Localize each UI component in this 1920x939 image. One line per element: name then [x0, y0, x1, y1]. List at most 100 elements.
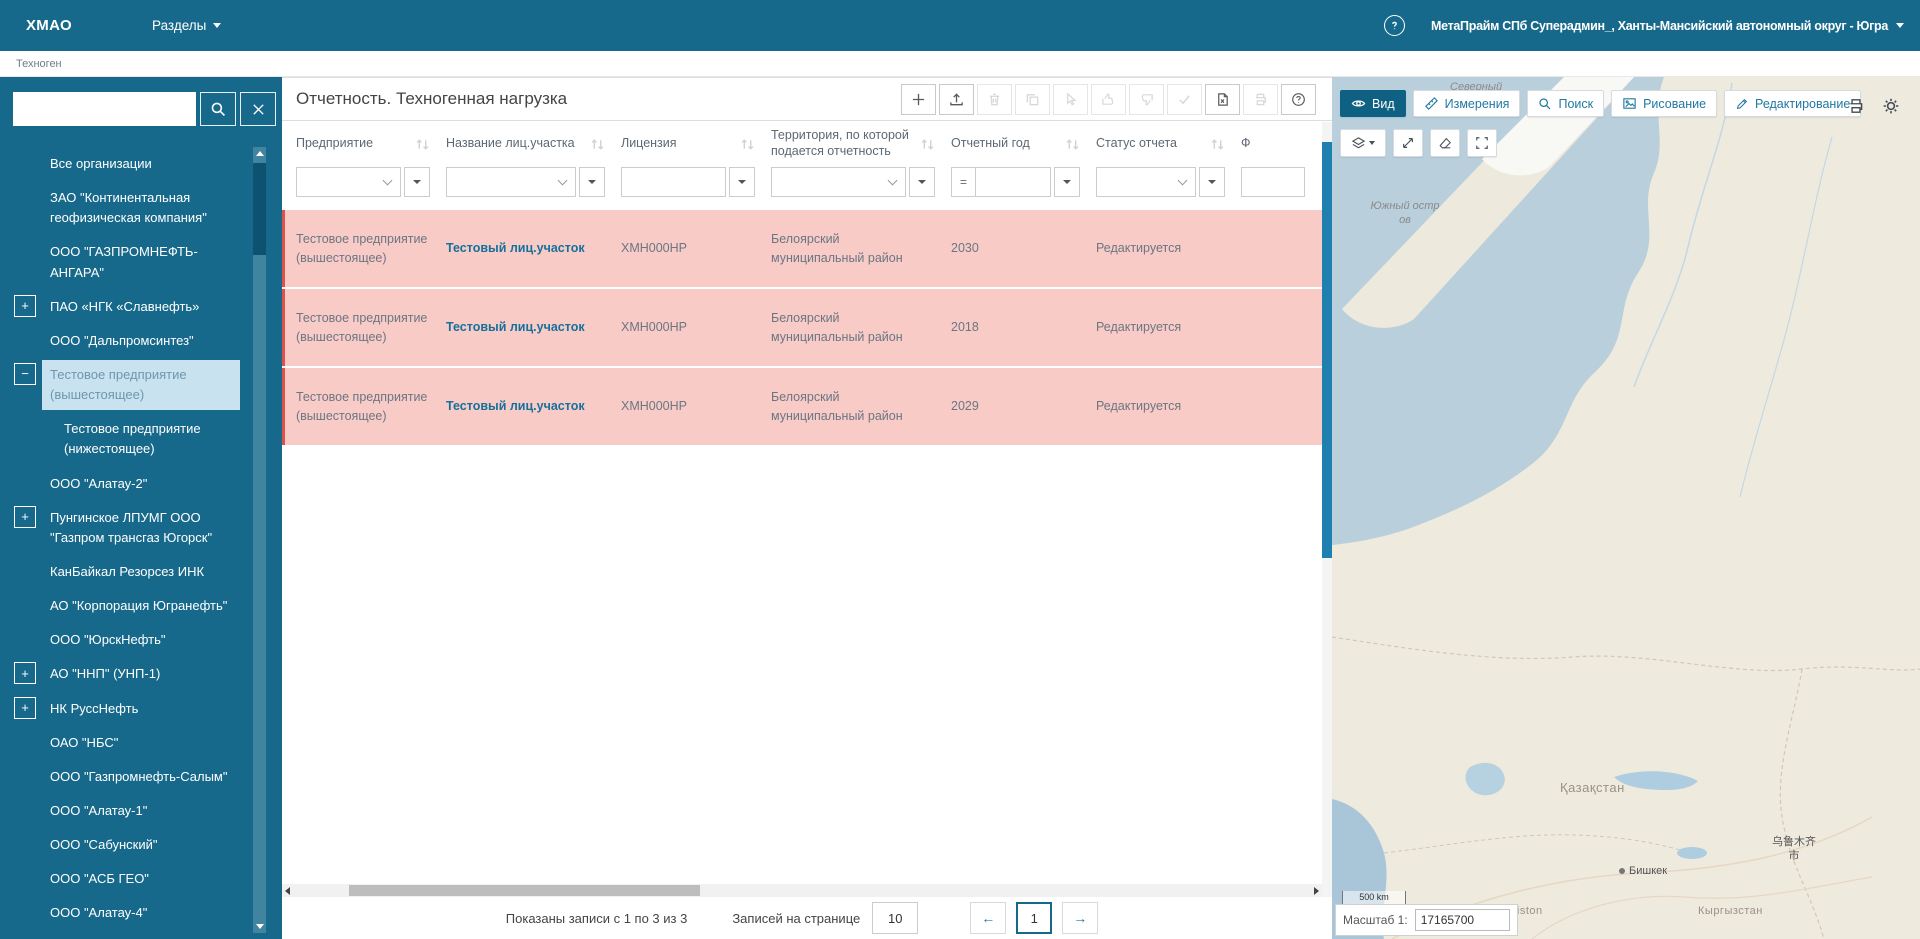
- search-button[interactable]: [200, 92, 236, 126]
- org-tree-item[interactable]: ЗАО "Континентальная геофизическая компа…: [0, 181, 250, 235]
- expand-toggle-icon[interactable]: [14, 329, 36, 351]
- upload-button[interactable]: [939, 83, 974, 115]
- map-settings-gear-icon[interactable]: [1882, 97, 1900, 115]
- cell-site-link[interactable]: Тестовый лиц.участок: [446, 320, 585, 335]
- sort-icon[interactable]: [740, 137, 755, 152]
- expand-toggle-icon[interactable]: +: [14, 662, 36, 685]
- clear-search-button[interactable]: [240, 92, 276, 126]
- expand-toggle-icon[interactable]: +: [14, 294, 36, 317]
- expand-toggle-icon[interactable]: [14, 628, 36, 650]
- org-tree-item[interactable]: ОАО "НБС": [0, 726, 250, 760]
- table-row[interactable]: Тестовое предприятие (вышестоящее) Тесто…: [282, 289, 1332, 368]
- org-search-input[interactable]: [13, 92, 196, 126]
- org-tree-item[interactable]: − Тестовое предприятие (вышестоящее): [0, 358, 250, 412]
- expand-toggle-icon[interactable]: [14, 799, 36, 821]
- expand-toggle-icon[interactable]: −: [14, 362, 36, 385]
- filter-options-button[interactable]: [729, 167, 755, 197]
- expand-toggle-icon[interactable]: [14, 901, 36, 923]
- org-tree-item[interactable]: + ПАО «НГК «Славнефть»: [0, 290, 250, 324]
- expand-toggle-icon[interactable]: [14, 186, 36, 208]
- org-tree-item[interactable]: Тестовое предприятие (нижестоящее): [0, 412, 250, 466]
- delete-button[interactable]: [977, 83, 1012, 115]
- site-filter-select[interactable]: [446, 167, 576, 197]
- org-tree-item[interactable]: АО "Корпорация Югранефть": [0, 589, 250, 623]
- scrollbar-thumb[interactable]: [1322, 142, 1332, 558]
- expand-toggle-icon[interactable]: [14, 594, 36, 616]
- org-tree-item[interactable]: ООО "АСБ ГЕО": [0, 862, 250, 896]
- filter-options-button[interactable]: [1054, 167, 1080, 197]
- expand-toggle-icon[interactable]: +: [14, 505, 36, 528]
- expand-toggle-icon[interactable]: [14, 765, 36, 787]
- eraser-button[interactable]: [1430, 129, 1460, 157]
- sort-icon[interactable]: [1065, 137, 1080, 152]
- expand-toggle-icon[interactable]: [14, 152, 36, 174]
- org-tree-item[interactable]: ООО "Алатау-2": [0, 467, 250, 501]
- scrollbar-thumb[interactable]: [253, 163, 266, 255]
- org-tree-item[interactable]: + Пунгинское ЛПУМГ ООО "Газпром трансгаз…: [0, 501, 250, 555]
- approve-thumb-up-button[interactable]: [1091, 83, 1126, 115]
- expand-toggle-icon[interactable]: [14, 867, 36, 889]
- print-button[interactable]: [1243, 83, 1278, 115]
- table-row[interactable]: Тестовое предприятие (вышестоящее) Тесто…: [282, 210, 1332, 289]
- sort-icon[interactable]: [415, 137, 430, 152]
- map-view-button[interactable]: Вид: [1340, 90, 1406, 117]
- add-button[interactable]: [901, 83, 936, 115]
- per-page-input[interactable]: [872, 902, 919, 934]
- expand-toggle-icon[interactable]: [28, 417, 50, 439]
- app-logo[interactable]: ХМАО: [26, 17, 73, 34]
- map-print-icon[interactable]: [1847, 97, 1865, 115]
- year-filter-input[interactable]: [976, 168, 1050, 196]
- reject-thumb-down-button[interactable]: [1129, 83, 1164, 115]
- scroll-left-icon[interactable]: [285, 887, 290, 895]
- scroll-down-icon[interactable]: [255, 924, 264, 929]
- scrollbar-thumb[interactable]: [349, 885, 700, 896]
- breadcrumb[interactable]: Техноген: [16, 57, 62, 70]
- org-tree-item[interactable]: АО "НОВАТЭК-ПУР": [0, 931, 250, 939]
- sort-icon[interactable]: [590, 137, 605, 152]
- org-tree-item[interactable]: ООО "Алатау-1": [0, 794, 250, 828]
- map-draw-button[interactable]: Рисование: [1611, 90, 1718, 117]
- table-vertical-scrollbar[interactable]: [1322, 122, 1332, 897]
- org-tree-item[interactable]: ООО "Дальпромсинтез": [0, 324, 250, 358]
- filter-options-button[interactable]: [579, 167, 605, 197]
- current-page-button[interactable]: 1: [1016, 902, 1053, 934]
- org-tree-item[interactable]: ООО "Алатау-4": [0, 896, 250, 930]
- expand-toggle-icon[interactable]: +: [14, 696, 36, 719]
- expand-toggle-icon[interactable]: [14, 560, 36, 582]
- cell-site-link[interactable]: Тестовый лиц.участок: [446, 399, 585, 414]
- org-tree-item[interactable]: КанБайкал Резорсез ИНК: [0, 555, 250, 589]
- export-excel-button[interactable]: [1205, 83, 1240, 115]
- fullscreen-button[interactable]: [1467, 129, 1497, 157]
- scale-input[interactable]: [1414, 909, 1510, 931]
- filter-options-button[interactable]: [1199, 167, 1225, 197]
- table-help-button[interactable]: [1281, 83, 1316, 115]
- org-tree-item[interactable]: ООО "ГАЗПРОМНЕФТЬ-АНГАРА": [0, 235, 250, 289]
- copy-button[interactable]: [1015, 83, 1050, 115]
- sidebar-scrollbar[interactable]: [253, 147, 266, 933]
- expand-toggle-icon[interactable]: [14, 936, 36, 939]
- sort-icon[interactable]: [1210, 137, 1225, 152]
- map-measure-button[interactable]: Измерения: [1412, 90, 1521, 117]
- filter-options-button[interactable]: [404, 167, 430, 197]
- enterprise-filter-select[interactable]: [296, 167, 401, 197]
- truncated-filter-input[interactable]: [1241, 167, 1305, 197]
- expand-toggle-icon[interactable]: [14, 240, 36, 262]
- expand-toggle-icon[interactable]: [14, 833, 36, 855]
- select-pointer-button[interactable]: [1053, 83, 1088, 115]
- sections-menu[interactable]: Разделы: [152, 18, 222, 33]
- org-tree-item[interactable]: + АО "ННП" (УНП-1): [0, 657, 250, 691]
- expand-toggle-icon[interactable]: [14, 472, 36, 494]
- org-tree-item[interactable]: + НК РуссНефть: [0, 692, 250, 726]
- expand-extent-button[interactable]: [1393, 129, 1423, 157]
- org-tree-item[interactable]: ООО "ЮрскНефть": [0, 623, 250, 657]
- map-edit-button[interactable]: Редактирование: [1724, 90, 1862, 117]
- org-tree-item[interactable]: ООО "Сабунский": [0, 828, 250, 862]
- map-canvas[interactable]: [1332, 77, 1920, 939]
- territory-filter-select[interactable]: [771, 167, 906, 197]
- confirm-check-button[interactable]: [1167, 83, 1202, 115]
- layers-button[interactable]: [1340, 129, 1386, 157]
- status-filter-select[interactable]: [1096, 167, 1196, 197]
- cell-site-link[interactable]: Тестовый лиц.участок: [446, 241, 585, 256]
- prev-page-button[interactable]: ←: [970, 902, 1007, 934]
- org-tree-item[interactable]: ООО "Газпромнефть-Салым": [0, 760, 250, 794]
